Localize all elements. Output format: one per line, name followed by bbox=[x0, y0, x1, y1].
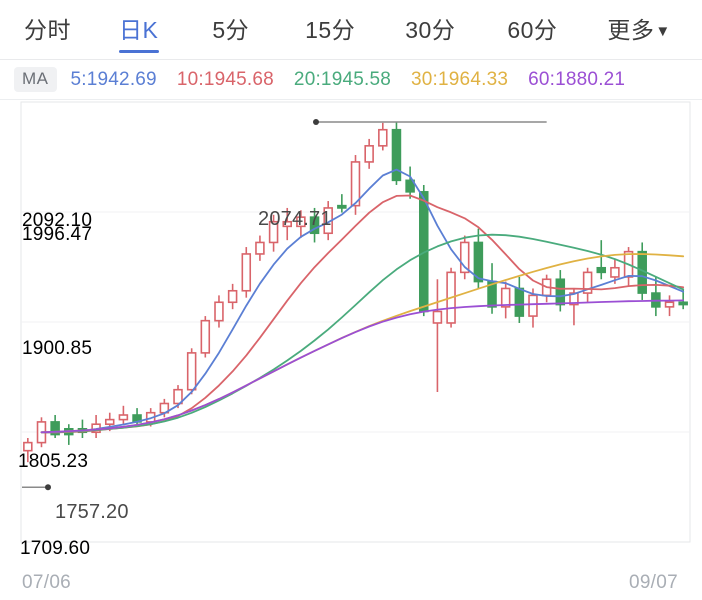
tab-60min-label: 60分 bbox=[507, 16, 558, 43]
tab-timeline[interactable]: 分时 bbox=[14, 0, 81, 60]
ma-legend-item-5: 5:1942.69 bbox=[70, 68, 157, 90]
low-price-annotation: 1757.20 bbox=[55, 501, 129, 523]
tab-more-label: 更多 bbox=[607, 16, 655, 43]
x-axis-label-start: 07/06 bbox=[22, 572, 72, 593]
ma-legend: MA 5:1942.69 10:1945.68 20:1945.58 30:19… bbox=[0, 60, 702, 100]
tab-daily-k-label: 日K bbox=[119, 16, 159, 43]
tab-5min-label: 5分 bbox=[212, 16, 250, 43]
timeframe-tabbar: 分时 日K 5分 15分 30分 60分 更多▼ bbox=[0, 0, 702, 60]
ma-legend-item-60: 60:1880.21 bbox=[528, 68, 626, 90]
x-axis-label-end: 09/07 bbox=[628, 572, 678, 593]
ma-badge: MA bbox=[14, 67, 57, 92]
high-price-annotation: 2074.71 bbox=[258, 208, 332, 230]
tab-30min[interactable]: 30分 bbox=[395, 0, 465, 60]
tab-30min-label: 30分 bbox=[405, 16, 456, 43]
active-tab-underline bbox=[118, 49, 159, 53]
tab-timeline-label: 分时 bbox=[24, 16, 71, 43]
ma-legend-item-20: 20:1945.58 bbox=[293, 68, 392, 90]
tab-60min[interactable]: 60分 bbox=[497, 0, 567, 60]
tab-daily-k[interactable]: 日K bbox=[109, 0, 168, 60]
ma-legend-item-30: 30:1964.33 bbox=[411, 68, 509, 90]
tab-5min[interactable]: 5分 bbox=[202, 0, 259, 60]
candlestick-chart[interactable]: 2092.10 1996.47 1900.85 1805.23 1709.60 … bbox=[0, 100, 702, 600]
tab-15min[interactable]: 15分 bbox=[295, 0, 365, 60]
tab-more[interactable]: 更多▼ bbox=[597, 0, 680, 60]
chevron-down-icon: ▼ bbox=[655, 22, 671, 40]
ma-legend-item-10: 10:1945.68 bbox=[176, 68, 274, 90]
tab-15min-label: 15分 bbox=[305, 16, 356, 43]
chart-canvas bbox=[20, 101, 691, 543]
